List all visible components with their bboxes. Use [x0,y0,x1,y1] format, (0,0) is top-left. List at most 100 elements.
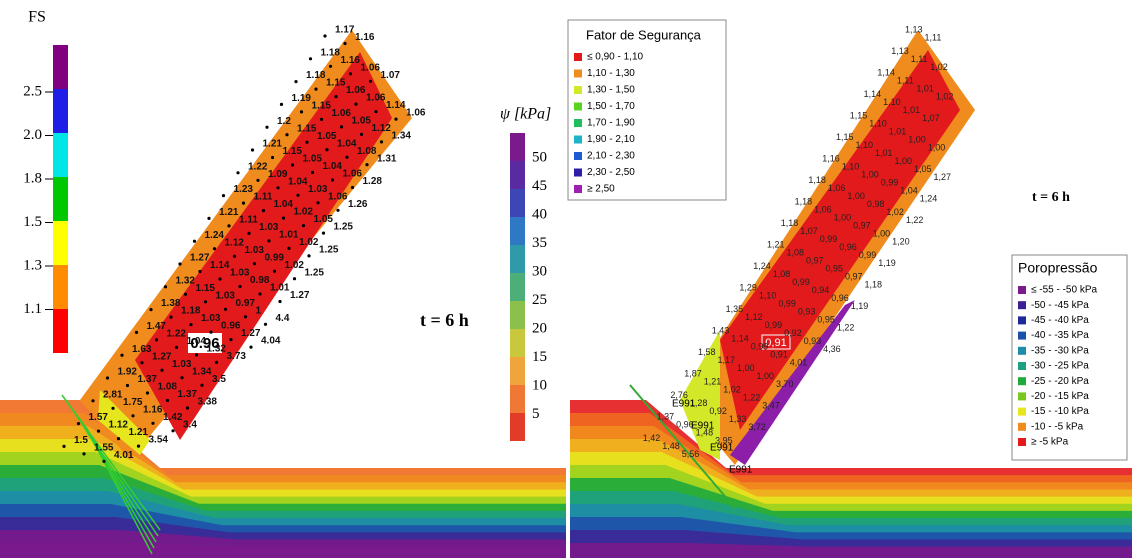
grid-value: 1,22 [906,215,924,225]
grid-value: 1,18 [865,279,883,289]
grid-value: 1.18 [306,70,326,81]
legend-label: ≤ -55 - -50 kPa [1031,285,1098,296]
grid-node [334,95,338,99]
grid-value: 1.22 [167,329,187,340]
grid-node [163,285,168,289]
grid-value: 1.04 [274,199,294,210]
grid-value: 1,43 [712,325,730,335]
grid-value: 1.27 [241,328,261,339]
element-label: E991 [710,443,734,454]
grid-value: 4,01 [790,357,808,367]
grid-value: 1.42 [163,412,183,423]
grid-node [200,383,204,387]
legend-label: 1,90 - 2,10 [587,134,635,145]
psi-color-band [510,385,525,413]
psi-tick-label: 10 [532,377,547,393]
grid-node [62,444,66,448]
grid-value: 1.14 [210,260,230,271]
grid-value: 0,95 [826,263,844,273]
legend-swatch [574,69,582,78]
grid-node [194,353,199,357]
grid-node [330,178,335,182]
grid-value: 1,24 [753,261,771,271]
grid-value: 1.32 [207,344,227,355]
grid-node [307,254,311,258]
grid-node [368,79,373,83]
grid-value: 2.81 [103,389,123,400]
grid-value: 1.03 [201,313,221,324]
grid-value: 0,92 [709,406,727,416]
legend-swatch [1018,346,1026,355]
psi-tick-label: 30 [532,263,547,279]
grid-value: 1,02 [886,207,904,217]
grid-value: 1,12 [745,312,763,322]
critical-label: 0.96 [190,335,219,352]
grid-value: 1.15 [326,78,346,89]
fs-low [98,390,150,455]
grid-value: 1.03 [259,222,279,233]
legend-label: 2,30 - 2,50 [587,167,635,178]
grid-node [212,247,217,251]
grid-value: 3,47 [762,400,780,410]
grid-value: 1.04 [337,138,357,149]
psi-tick-label: 40 [532,206,547,222]
grid-node [278,299,282,304]
grid-value: 1,04 [900,185,918,195]
grid-value: 0,99 [859,250,877,260]
grid-value: 1.12 [225,237,245,248]
grid-value: 1,14 [877,67,895,77]
grid-value: 1.27 [152,351,172,362]
grid-value: 1,21 [704,376,722,386]
grid-value: 1.07 [381,70,401,81]
grid-node [145,391,150,395]
grid-value: 1.11 [239,215,258,226]
grid-value: 1,14 [864,89,882,99]
grid-value: 1,06 [814,204,832,214]
grid-value: 1.09 [268,169,288,180]
grid-node [263,322,268,326]
grid-value: 0,98 [867,199,885,209]
grid-value: 1,35 [726,304,744,314]
legend-swatch [574,102,582,111]
grid-value: 1.01 [279,230,299,241]
legend-swatch [1018,392,1026,401]
element-label: E991 [691,421,715,432]
grid-node [236,171,240,175]
grid-value: 1.08 [158,382,178,393]
grid-value: 1.22 [248,161,268,172]
grid-value: 1.15 [297,123,317,134]
grid-value: 1,00 [895,156,913,166]
psi-color-band [510,161,525,189]
grid-node [160,368,164,372]
fs-color-band [53,221,68,265]
legend-swatch [1018,301,1026,310]
grid-value: 0,99 [751,341,769,351]
grid-value: 0.98 [250,275,270,286]
grid-node [116,437,121,441]
grid-value: 1,01 [889,126,907,136]
grid-node [252,262,257,266]
grid-value: 1.57 [89,412,109,423]
grid-value: 1,42 [643,433,661,443]
fs-color-band [53,177,68,221]
grid-value: 0,97 [853,220,871,230]
fs-tick-label: 2.0 [23,127,42,143]
grid-value: 5,56 [682,449,700,459]
grid-node [189,323,193,327]
legend-label: ≥ 2,50 [587,184,615,195]
fs-color-band [53,45,68,89]
psi-color-band [510,133,525,161]
grid-value: 2,76 [670,390,688,400]
grid-value: 1.38 [161,298,181,309]
grid-value: 1.18 [321,47,341,58]
grid-value: 3.73 [227,351,247,362]
grid-value: 4,36 [823,344,841,354]
grid-value: 1.27 [190,253,210,264]
legend-box [567,19,727,201]
grid-node [299,110,304,114]
grid-value: 1.2 [277,116,291,127]
grid-value: 0,96 [831,293,849,303]
grid-node [374,110,378,114]
critical-box [761,334,791,350]
grid-value: 1.05 [303,154,323,165]
